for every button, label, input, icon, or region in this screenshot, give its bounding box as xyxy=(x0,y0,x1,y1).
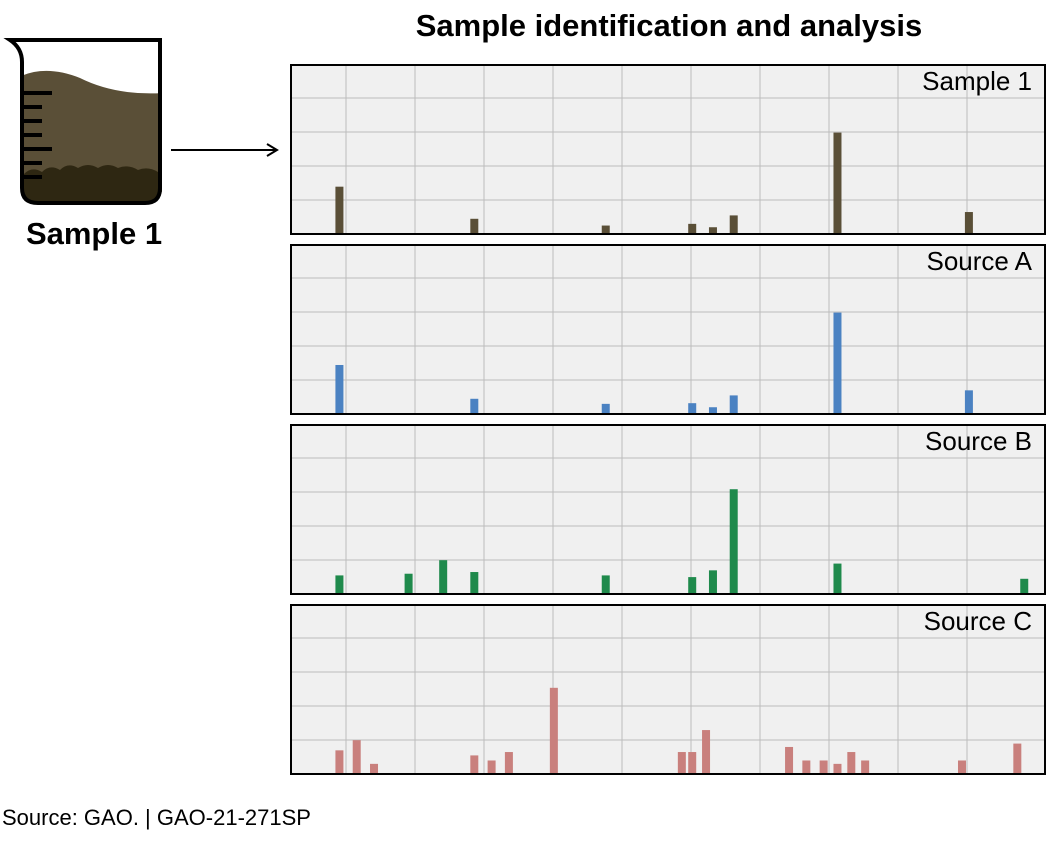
bar-sample-1 xyxy=(601,225,610,234)
panel-sample-1: Sample 1 xyxy=(290,64,1046,235)
bar-source-b xyxy=(601,575,610,594)
bar-sample-1 xyxy=(688,223,697,234)
bar-source-a xyxy=(964,390,973,414)
beaker-contents xyxy=(22,70,162,202)
plot-source-a xyxy=(290,244,1046,415)
bar-source-c xyxy=(802,760,811,774)
bar-source-c xyxy=(335,750,344,774)
bar-source-c xyxy=(957,760,966,774)
source-note: Source: GAO. | GAO-21-271SP xyxy=(2,805,311,830)
bar-source-a xyxy=(470,398,479,414)
panel-source-a: Source A xyxy=(290,244,1046,415)
bar-source-a xyxy=(335,364,344,414)
panel-background xyxy=(290,244,1046,415)
bar-source-c xyxy=(847,752,856,774)
panel-border xyxy=(290,244,1046,415)
bar-source-a xyxy=(708,407,717,414)
bar-source-a xyxy=(601,403,610,414)
bar-source-b xyxy=(335,575,344,594)
plot-source-c xyxy=(290,604,1046,775)
bar-sample-1 xyxy=(729,215,738,234)
bar-source-b xyxy=(708,570,717,594)
bar-source-a xyxy=(833,312,842,414)
bar-sample-1 xyxy=(470,218,479,234)
sample-label: Sample 1 xyxy=(25,216,163,251)
bar-sample-1 xyxy=(335,186,344,234)
bar-source-c xyxy=(487,760,496,774)
beaker-scale-marks xyxy=(22,91,52,179)
bar-source-c xyxy=(833,763,842,774)
bar-sample-1 xyxy=(833,132,842,234)
bar-source-c xyxy=(549,687,558,774)
panel-label-source-c: Source C xyxy=(923,606,1032,636)
bar-source-b xyxy=(404,573,413,594)
plot-source-b xyxy=(290,424,1046,595)
arrow-right-icon xyxy=(171,143,279,157)
bar-source-c xyxy=(688,752,697,774)
bar-source-b xyxy=(470,572,479,594)
bar-source-b xyxy=(833,563,842,594)
panel-border xyxy=(290,604,1046,775)
bar-source-c xyxy=(370,763,379,774)
plot-sample-1 xyxy=(290,64,1046,235)
beaker-icon xyxy=(3,38,162,205)
panel-source-c: Source C xyxy=(290,604,1046,775)
bar-source-c xyxy=(861,760,870,774)
chart-title: Sample identification and analysis xyxy=(415,8,923,43)
bar-source-b xyxy=(1020,578,1029,594)
panel-label-source-b: Source B xyxy=(925,426,1032,456)
bar-source-c xyxy=(352,740,361,774)
bar-source-c xyxy=(1013,743,1022,774)
bar-source-b xyxy=(439,560,448,594)
bar-source-a xyxy=(729,395,738,414)
bar-source-c xyxy=(470,755,479,774)
bar-source-c xyxy=(677,752,686,774)
panel-label-sample-1: Sample 1 xyxy=(922,66,1032,96)
panel-background xyxy=(290,604,1046,775)
panel-source-b: Source B xyxy=(290,424,1046,595)
panel-border xyxy=(290,64,1046,235)
bar-source-c xyxy=(785,746,794,774)
bar-source-b xyxy=(729,489,738,594)
bar-source-c xyxy=(702,730,711,774)
panel-border xyxy=(290,424,1046,595)
panel-background xyxy=(290,424,1046,595)
bar-sample-1 xyxy=(708,227,717,234)
bar-source-c xyxy=(819,760,828,774)
panel-label-source-a: Source A xyxy=(926,246,1032,276)
bar-source-b xyxy=(688,577,697,594)
bar-sample-1 xyxy=(964,212,973,234)
bar-source-a xyxy=(688,403,697,414)
panel-background xyxy=(290,64,1046,235)
bar-source-c xyxy=(504,752,513,774)
